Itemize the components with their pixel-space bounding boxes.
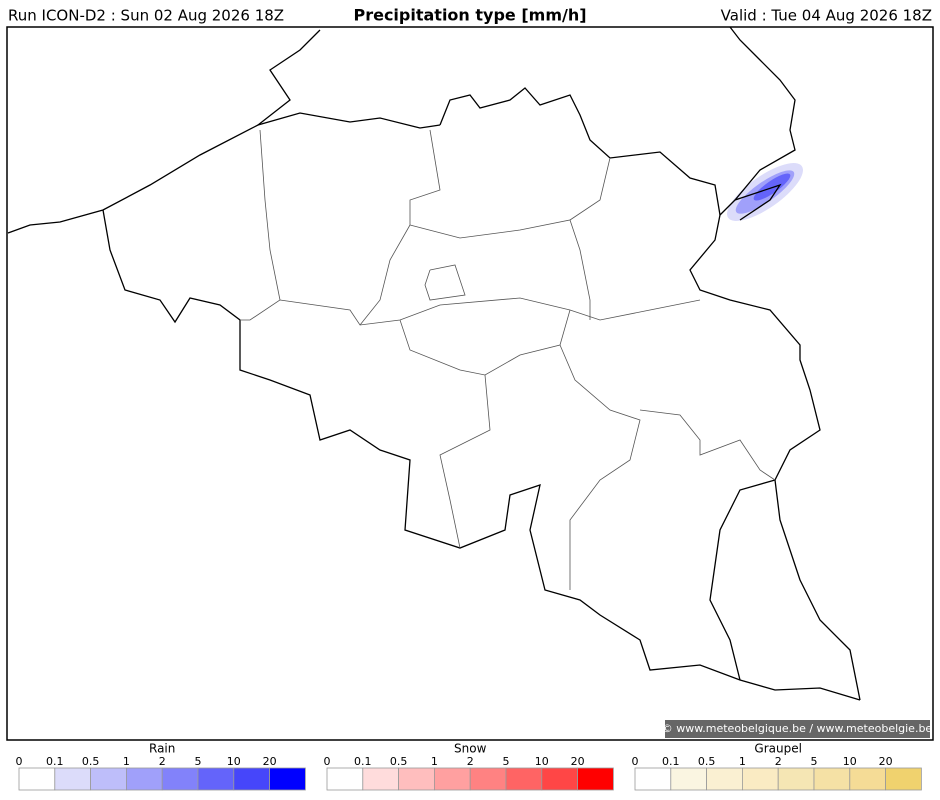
legend-swatch xyxy=(18,767,56,791)
legend-swatch xyxy=(849,767,886,791)
legend-tick-label: 0 xyxy=(632,755,639,768)
legend-swatch xyxy=(90,767,127,791)
legend-tick-label: 10 xyxy=(843,755,857,768)
legend-swatch xyxy=(706,767,743,791)
legend-swatch xyxy=(469,767,507,791)
legend-swatch xyxy=(233,767,271,791)
legend-swatch xyxy=(362,767,399,791)
legend-swatch xyxy=(885,767,922,791)
legend-swatch xyxy=(813,767,851,791)
legend-tick-label: 10 xyxy=(227,755,241,768)
legend-tick-label: 2 xyxy=(467,755,474,768)
legend-tick-label: 5 xyxy=(811,755,818,768)
legend-tick-label: 20 xyxy=(571,755,585,768)
legend-swatch xyxy=(577,767,614,791)
legend-title: Snow xyxy=(454,742,487,756)
legend-tick-label: 20 xyxy=(263,755,277,768)
legend-tick-label: 1 xyxy=(123,755,130,768)
legend-swatch xyxy=(541,767,578,791)
legend-tick-label: 0.1 xyxy=(46,755,64,768)
legend-tick-label: 0.1 xyxy=(354,755,372,768)
legend-swatch xyxy=(670,767,707,791)
legend-tick-label: 10 xyxy=(535,755,549,768)
legend-tick-label: 1 xyxy=(739,755,746,768)
legend-swatch xyxy=(269,767,306,791)
legend-title: Graupel xyxy=(754,742,802,756)
legend-swatch xyxy=(505,767,543,791)
legend-tick-label: 1 xyxy=(431,755,438,768)
legend-tick-label: 20 xyxy=(879,755,893,768)
legend-tick-label: 5 xyxy=(503,755,510,768)
legend-swatch xyxy=(777,767,815,791)
legend-title: Rain xyxy=(149,742,175,756)
legend-tick-label: 5 xyxy=(195,755,202,768)
legend-tick-label: 0.5 xyxy=(390,755,408,768)
legend-tick-label: 0.1 xyxy=(662,755,680,768)
legend-tick-label: 0.5 xyxy=(82,755,100,768)
legend-tick-label: 0 xyxy=(324,755,331,768)
province-borders xyxy=(240,129,776,590)
legend-tick-label: 0.5 xyxy=(698,755,716,768)
legend-swatch xyxy=(161,767,199,791)
map-title: Precipitation type [mm/h] xyxy=(353,6,586,25)
legend-tick-label: 2 xyxy=(775,755,782,768)
borders xyxy=(7,26,861,701)
legend-swatch xyxy=(54,767,91,791)
legend-swatch xyxy=(197,767,235,791)
legend-tick-label: 2 xyxy=(159,755,166,768)
legend-swatch xyxy=(126,767,163,791)
legend-swatch xyxy=(433,767,471,791)
run-label: Run ICON-D2 : Sun 02 Aug 2026 18Z xyxy=(8,7,284,25)
valid-label: Valid : Tue 04 Aug 2026 18Z xyxy=(721,7,932,25)
credit: © www.meteobelgique.be / www.meteobelgie… xyxy=(662,722,933,735)
credit-box xyxy=(665,720,930,738)
map-frame xyxy=(6,26,934,741)
legend-tick-label: 0 xyxy=(16,755,23,768)
legend-swatch xyxy=(326,767,364,791)
legend-swatch xyxy=(634,767,672,791)
legend-swatch xyxy=(398,767,435,791)
legend-swatch xyxy=(742,767,779,791)
